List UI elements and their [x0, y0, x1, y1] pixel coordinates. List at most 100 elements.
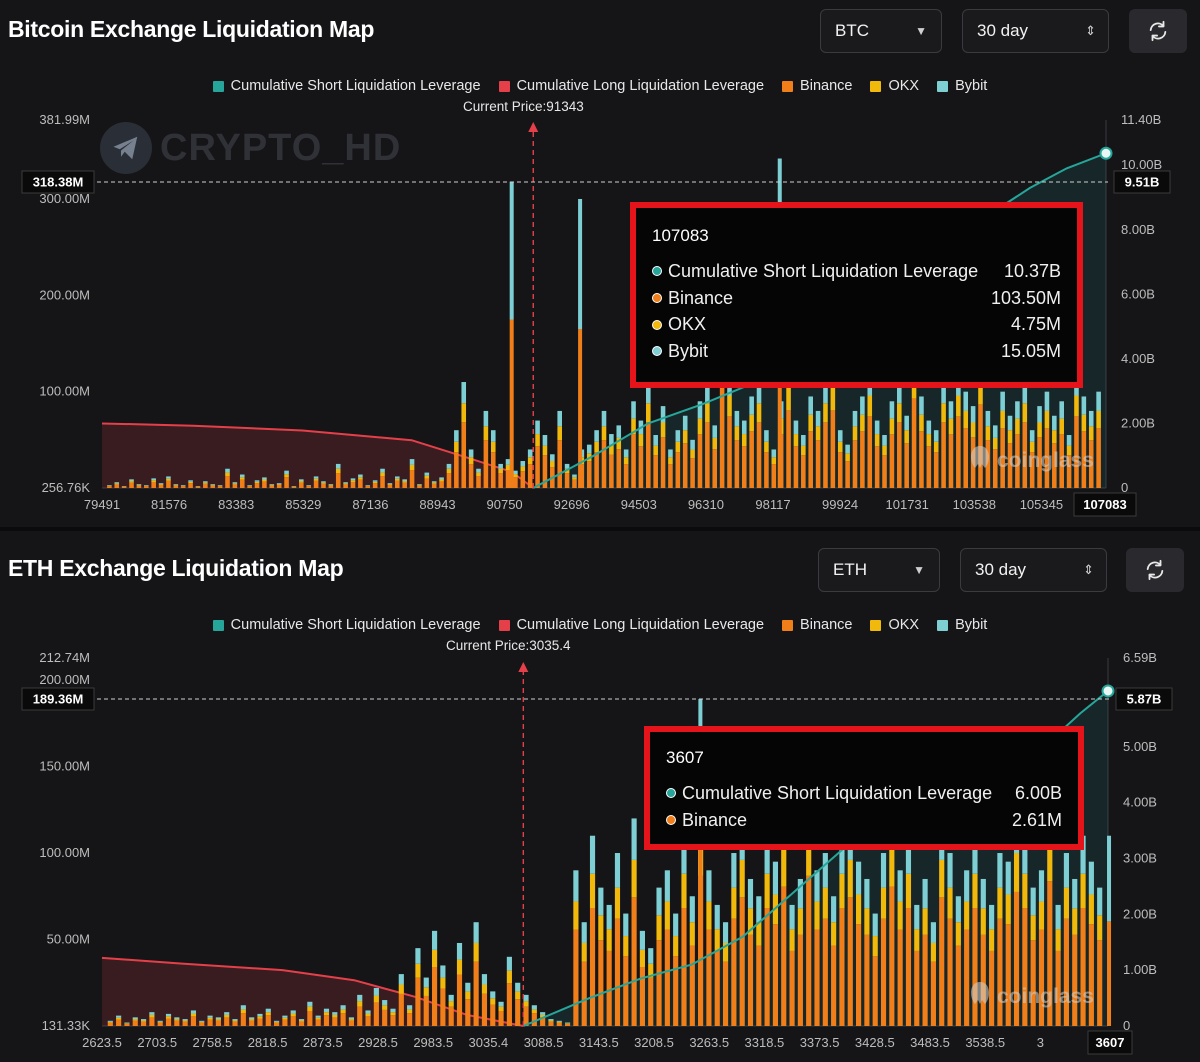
bar-bybit	[1038, 870, 1045, 902]
bar-okx	[705, 403, 710, 423]
bar-bybit	[523, 994, 529, 1002]
bar-okx	[815, 426, 821, 441]
legend-item-short[interactable]: Cumulative Short Liquidation Leverage	[212, 78, 481, 94]
bar-binance	[215, 1020, 221, 1026]
bar-binance	[448, 1006, 454, 1026]
bar-binance	[980, 934, 986, 1026]
bar-binance	[933, 452, 939, 488]
bar-okx	[806, 832, 812, 876]
bar-okx	[1038, 901, 1045, 930]
legend-item-long[interactable]: Cumulative Long Liquidation Leverage	[498, 617, 764, 633]
bar-okx	[210, 484, 216, 486]
bar-binance	[321, 483, 326, 488]
bar-binance	[801, 455, 806, 488]
right-axis-tick: 4.00B	[1121, 351, 1155, 366]
coin-select[interactable]: ETH ▼	[818, 548, 940, 592]
bar-bybit	[609, 434, 614, 445]
legend-item-okx[interactable]: OKX	[870, 617, 919, 633]
bar-binance	[1013, 891, 1020, 1026]
bar-binance	[1080, 908, 1086, 1026]
bar-bybit	[1044, 391, 1050, 411]
bar-binance	[332, 1017, 338, 1026]
bar-bybit	[1088, 410, 1094, 427]
bar-binance	[941, 422, 946, 488]
bar-binance	[431, 967, 438, 1026]
bar-okx	[623, 936, 629, 957]
bar-binance	[207, 1019, 213, 1026]
bar-binance	[664, 929, 670, 1026]
bar-binance	[276, 485, 282, 488]
bar-bybit	[1088, 861, 1094, 895]
tooltip-value: 2.61M	[1011, 809, 1062, 830]
tooltip-row: Cumulative Short Liquidation Leverage 6.…	[666, 780, 1062, 807]
legend-label: OKX	[888, 78, 920, 94]
bar-binance	[188, 483, 193, 488]
bar-bybit	[864, 878, 870, 909]
bar-bybit	[756, 382, 762, 404]
bar-binance	[806, 875, 812, 1026]
bar-binance	[786, 410, 791, 488]
bar-binance	[614, 918, 621, 1026]
bar-binance	[771, 464, 777, 488]
bar-binance	[498, 473, 503, 488]
bar-binance	[1052, 443, 1057, 488]
coin-select[interactable]: BTC ▼	[820, 9, 942, 53]
bar-bybit	[506, 956, 512, 971]
bar-binance	[789, 950, 795, 1026]
bar-binance	[129, 482, 134, 488]
legend-item-bybit[interactable]: Bybit	[937, 78, 987, 94]
bar-okx	[343, 483, 348, 485]
bar-bybit	[797, 878, 803, 909]
left-axis-tick: 200.00M	[39, 287, 90, 302]
bar-okx	[129, 481, 134, 483]
legend-item-binance[interactable]: Binance	[782, 78, 852, 94]
bar-okx	[764, 873, 770, 909]
bar-binance	[668, 464, 673, 488]
bar-bybit	[395, 476, 400, 479]
bar-okx	[276, 484, 282, 486]
bar-binance	[315, 1019, 321, 1026]
bar-okx	[594, 441, 599, 453]
bar-peak-bybit	[578, 198, 583, 330]
bar-bybit	[249, 1017, 255, 1020]
refresh-button[interactable]	[1129, 9, 1187, 53]
bar-binance	[926, 446, 932, 488]
bar-bybit	[764, 835, 770, 874]
bar-binance	[616, 449, 622, 488]
bar-binance	[415, 977, 421, 1026]
tooltip-label: Cumulative Short Liquidation Leverage	[668, 260, 979, 281]
bar-bybit	[265, 1008, 271, 1013]
legend-item-bybit[interactable]: Bybit	[937, 617, 987, 633]
bar-bybit	[874, 420, 880, 435]
bar-bybit	[550, 454, 555, 462]
period-select[interactable]: 30 day ⇕	[960, 548, 1107, 592]
bar-okx	[380, 472, 385, 477]
tooltip-title: 107083	[652, 226, 709, 245]
right-value-badge	[1113, 170, 1171, 194]
bar-okx	[889, 418, 895, 435]
bar-okx	[506, 970, 512, 984]
bar-okx	[1063, 887, 1070, 919]
bar-okx	[540, 1014, 546, 1018]
bar-okx	[390, 1012, 396, 1016]
eth-panel: ETH Exchange Liquidation Map ETH ▼ 30 da…	[0, 530, 1200, 1062]
panel-divider	[0, 527, 1200, 531]
legend-item-long[interactable]: Cumulative Long Liquidation Leverage	[498, 78, 764, 94]
bar-okx	[660, 422, 666, 438]
refresh-button[interactable]	[1126, 548, 1184, 592]
bar-okx	[490, 441, 496, 453]
bar-okx	[476, 472, 481, 477]
bar-bybit	[801, 435, 806, 446]
period-select[interactable]: 30 day ⇕	[962, 9, 1109, 53]
bar-okx	[328, 484, 334, 486]
legend-item-binance[interactable]: Binance	[782, 617, 852, 633]
bar-bybit	[531, 1005, 537, 1010]
right-axis-tick: 10.00B	[1121, 157, 1162, 172]
bar-okx	[350, 480, 356, 483]
bar-bybit	[203, 481, 208, 483]
legend-item-okx[interactable]: OKX	[870, 78, 919, 94]
bar-binance	[298, 1021, 305, 1026]
legend-item-short[interactable]: Cumulative Short Liquidation Leverage	[212, 617, 481, 633]
tooltip-row: Binance 2.61M	[666, 807, 1062, 834]
bar-bybit	[1066, 435, 1072, 446]
